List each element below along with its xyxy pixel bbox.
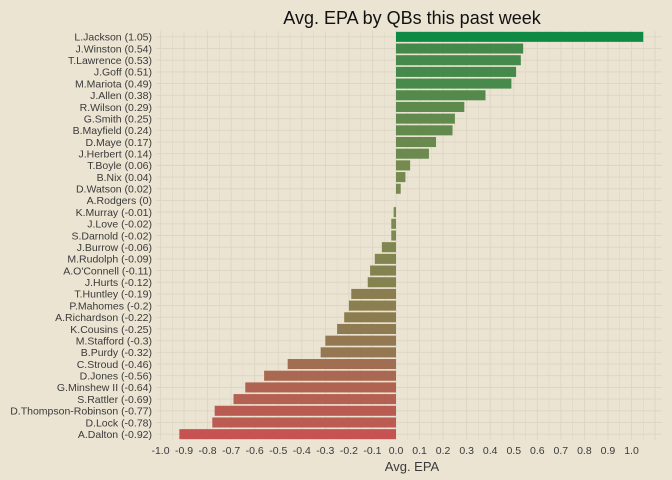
y-tick-label: A.O'Connell (-0.11): [63, 265, 152, 277]
bar: [245, 382, 396, 393]
y-tick-label: D.Thompson-Robinson (-0.77): [10, 406, 152, 418]
y-tick-label: D.Watson (0.02): [76, 184, 152, 196]
x-tick-label: 0.4: [483, 445, 498, 457]
bar: [396, 136, 437, 148]
x-tick-label: 0.1: [412, 445, 427, 457]
bar: [367, 277, 396, 288]
y-tick-label: B.Nix (0.04): [97, 172, 152, 184]
bar: [393, 207, 396, 218]
y-tick-label: J.Hurts (-0.12): [85, 277, 152, 289]
bar: [396, 160, 411, 171]
x-tick-label: 0.6: [530, 445, 545, 457]
y-tick-label: A.Richardson (-0.22): [55, 312, 152, 324]
bar: [396, 78, 512, 89]
bar: [396, 125, 453, 136]
y-tick-label: M.Mariota (0.49): [75, 78, 152, 90]
bar: [396, 55, 521, 66]
y-tick-label: S.Darnold (-0.02): [71, 230, 152, 242]
x-tick-label: -0.4: [293, 445, 311, 457]
x-tick-label: 0.3: [459, 445, 474, 457]
x-axis-tick-labels: -1.0 -0.9 -0.8 -0.7 -0.6 -0.5 -0.4 -0.3 -0.2 -0.1…: [151, 445, 638, 457]
x-tick-label: 0.7: [554, 445, 569, 457]
x-tick-label: 0.5: [506, 445, 521, 457]
bar: [212, 417, 396, 428]
bar: [396, 148, 429, 159]
bar: [391, 218, 396, 229]
bar: [374, 253, 396, 264]
bar: [396, 43, 524, 54]
bar: [396, 101, 465, 112]
bar: [370, 265, 396, 276]
bar: [179, 429, 396, 440]
y-tick-label: J.Burrow (-0.06): [77, 242, 152, 254]
bar: [337, 323, 396, 335]
y-axis-labels: L.Jackson (1.05)J.Winston (0.54)T.Lawren…: [10, 32, 152, 441]
y-tick-label: D.Lock (-0.78): [85, 417, 152, 429]
y-tick-label: D.Maye (0.17): [85, 137, 152, 149]
bar: [396, 113, 455, 124]
bar: [396, 183, 401, 194]
y-tick-label: A.Rodgers (0): [87, 195, 152, 207]
x-tick-label: 1.0: [624, 445, 639, 457]
y-tick-label: A.Dalton (-0.92): [78, 429, 152, 441]
chart-title: Avg. EPA by QBs this past week: [283, 8, 541, 28]
x-tick-label: -0.9: [175, 445, 193, 457]
y-tick-label: D.Jones (-0.56): [80, 371, 152, 383]
x-tick-label: 0.9: [601, 445, 616, 457]
bar: [351, 288, 396, 299]
y-tick-label: B.Purdy (-0.32): [81, 347, 152, 359]
x-tick-label: -0.2: [340, 445, 358, 457]
bar: [214, 405, 396, 416]
bar: [325, 335, 396, 346]
bar: [396, 66, 517, 77]
x-tick-label: -0.7: [222, 445, 240, 457]
y-tick-label: G.Minshew II (-0.64): [57, 382, 152, 394]
x-tick-label: 0.2: [436, 445, 451, 457]
y-tick-label: J.Winston (0.54): [76, 43, 152, 55]
y-tick-label: K.Cousins (-0.25): [70, 324, 152, 336]
y-tick-label: R.Wilson (0.29): [80, 102, 152, 114]
y-tick-label: P.Mahomes (-0.2): [69, 300, 152, 312]
bar: [287, 359, 396, 370]
y-tick-label: B.Mayfield (0.24): [73, 125, 152, 137]
y-tick-label: T.Lawrence (0.53): [68, 55, 152, 67]
x-tick-label: 0.0: [389, 445, 404, 457]
bar: [264, 370, 396, 381]
x-tick-label: -0.5: [269, 445, 287, 457]
bar: [348, 300, 396, 311]
bars: [179, 31, 644, 440]
y-tick-label: J.Love (-0.02): [87, 219, 152, 231]
bar: [344, 312, 396, 323]
bar: [396, 172, 406, 183]
y-tick-label: M.Stafford (-0.3): [76, 335, 152, 347]
y-tick-label: J.Allen (0.38): [90, 90, 152, 102]
x-tick-label: -0.3: [316, 445, 334, 457]
x-tick-label: -0.8: [199, 445, 217, 457]
y-tick-label: K.Murray (-0.01): [76, 207, 152, 219]
y-tick-label: C.Stroud (-0.46): [77, 359, 152, 371]
y-tick-label: S.Rattler (-0.69): [77, 394, 152, 406]
y-tick-label: T.Boyle (0.06): [87, 160, 152, 172]
x-tick-label: -0.1: [363, 445, 381, 457]
y-tick-label: L.Jackson (1.05): [74, 32, 152, 44]
bar: [396, 90, 486, 101]
y-tick-label: T.Huntley (-0.19): [74, 289, 152, 301]
x-tick-label: 0.8: [577, 445, 592, 457]
y-tick-label: J.Herbert (0.14): [78, 149, 152, 161]
y-tick-label: M.Rudolph (-0.09): [67, 254, 152, 266]
bar: [320, 347, 396, 358]
x-tick-label: -0.6: [246, 445, 264, 457]
bar: [381, 242, 396, 253]
bar: [233, 394, 396, 405]
bar: [391, 230, 396, 241]
x-tick-label: -1.0: [151, 445, 169, 457]
bar: [396, 31, 644, 42]
y-tick-label: G.Smith (0.25): [84, 113, 152, 125]
y-tick-label: J.Goff (0.51): [94, 67, 152, 79]
x-axis-label: Avg. EPA: [385, 459, 440, 474]
